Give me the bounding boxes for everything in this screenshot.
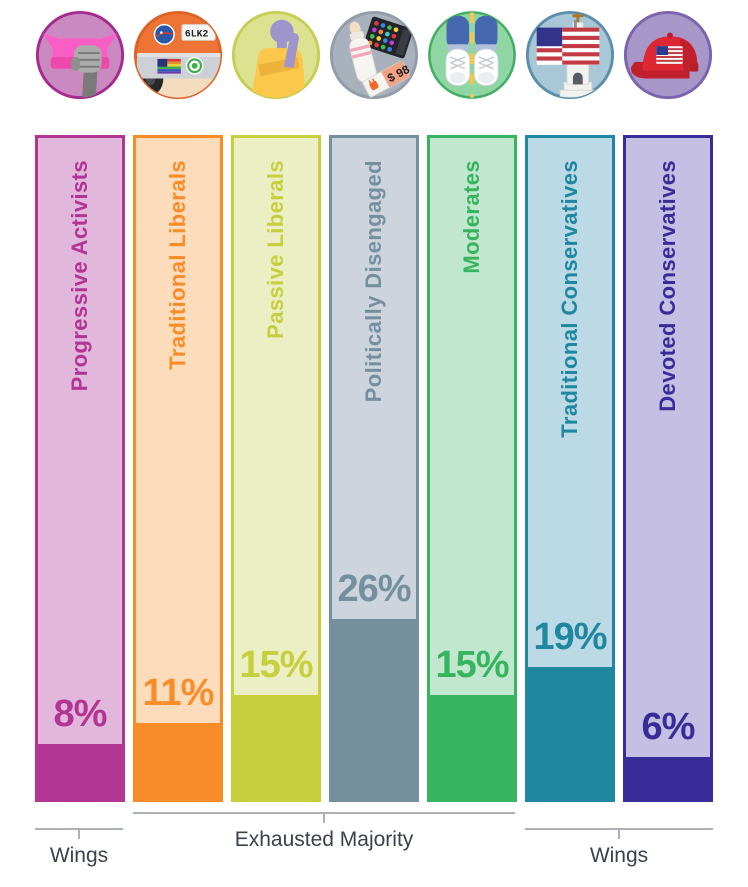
bracket-exhausted-majority: Exhausted Majority: [133, 812, 515, 852]
bar-solid-segment: [35, 743, 125, 802]
svg-text:6LK2: 6LK2: [185, 28, 209, 39]
bracket-line: [35, 828, 123, 830]
bracket-label-exhausted-majority: Exhausted Majority: [234, 828, 414, 851]
red-cap-flag-icon: [619, 8, 717, 102]
bar-category-label: Moderates: [459, 160, 484, 274]
bar-category-label: Devoted Conservatives: [655, 160, 680, 412]
bar-devoted-conservatives: Devoted Conservatives 6%: [623, 135, 713, 802]
bracket-label-wings-right: Wings: [589, 844, 649, 867]
bar-percent-label: 15%: [435, 644, 509, 687]
bar-category-label: Passive Liberals: [263, 160, 288, 339]
bar-percent-label: 11%: [142, 671, 215, 714]
sneakers-on-road-icon: [423, 8, 521, 102]
bracket-tick: [78, 830, 80, 839]
bracket-wings-right: Wings: [525, 828, 713, 868]
bar-percent-label: 6%: [641, 706, 696, 749]
baby-bottle-price-tag-icon: $ 98: [325, 8, 423, 102]
bracket-wings-left: Wings: [35, 828, 123, 868]
pussyhat-fist-icon: [31, 8, 129, 102]
bar-solid-segment: [525, 667, 615, 802]
bar-category-label: Progressive Activists: [67, 160, 92, 392]
bar-percent-label: 19%: [533, 616, 607, 659]
bar-category-label: Politically Disengaged: [361, 160, 386, 403]
bar-percent-label: 15%: [239, 644, 313, 687]
bar-solid-segment: [427, 695, 517, 802]
bar-category-label: Traditional Liberals: [165, 160, 190, 370]
bracket-label-wings-left: Wings: [49, 844, 109, 867]
bar-solid-segment: [329, 618, 419, 802]
bracket-line: [525, 828, 713, 830]
icons-row: 6LK2: [31, 8, 717, 102]
bar-traditional-conservatives: Traditional Conservatives 19%: [525, 135, 615, 802]
bar-moderates: Moderates 15%: [427, 135, 517, 802]
bar-percent-label: 26%: [337, 567, 411, 610]
car-bumper-stickers-icon: 6LK2: [129, 8, 227, 102]
flag-church-icon: [521, 8, 619, 102]
thinking-person-icon: [227, 8, 325, 102]
bracket-tick: [323, 814, 325, 823]
bar-progressive-activists: Progressive Activists 8%: [35, 135, 125, 802]
bar-solid-segment: [623, 757, 713, 802]
bar-percent-label: 8%: [53, 692, 108, 735]
bracket-line: [133, 812, 515, 814]
bracket-tick: [618, 830, 620, 839]
bar-category-label: Traditional Conservatives: [557, 160, 582, 438]
bar-passive-liberals: Passive Liberals 15%: [231, 135, 321, 802]
bar-solid-segment: [133, 722, 223, 802]
bar-politically-disengaged: Politically Disengaged 26%: [329, 135, 419, 802]
bar-traditional-liberals: Traditional Liberals 11%: [133, 135, 223, 802]
bar-solid-segment: [231, 695, 321, 802]
bars-row: Progressive Activists 8% Traditional Lib…: [35, 135, 713, 802]
